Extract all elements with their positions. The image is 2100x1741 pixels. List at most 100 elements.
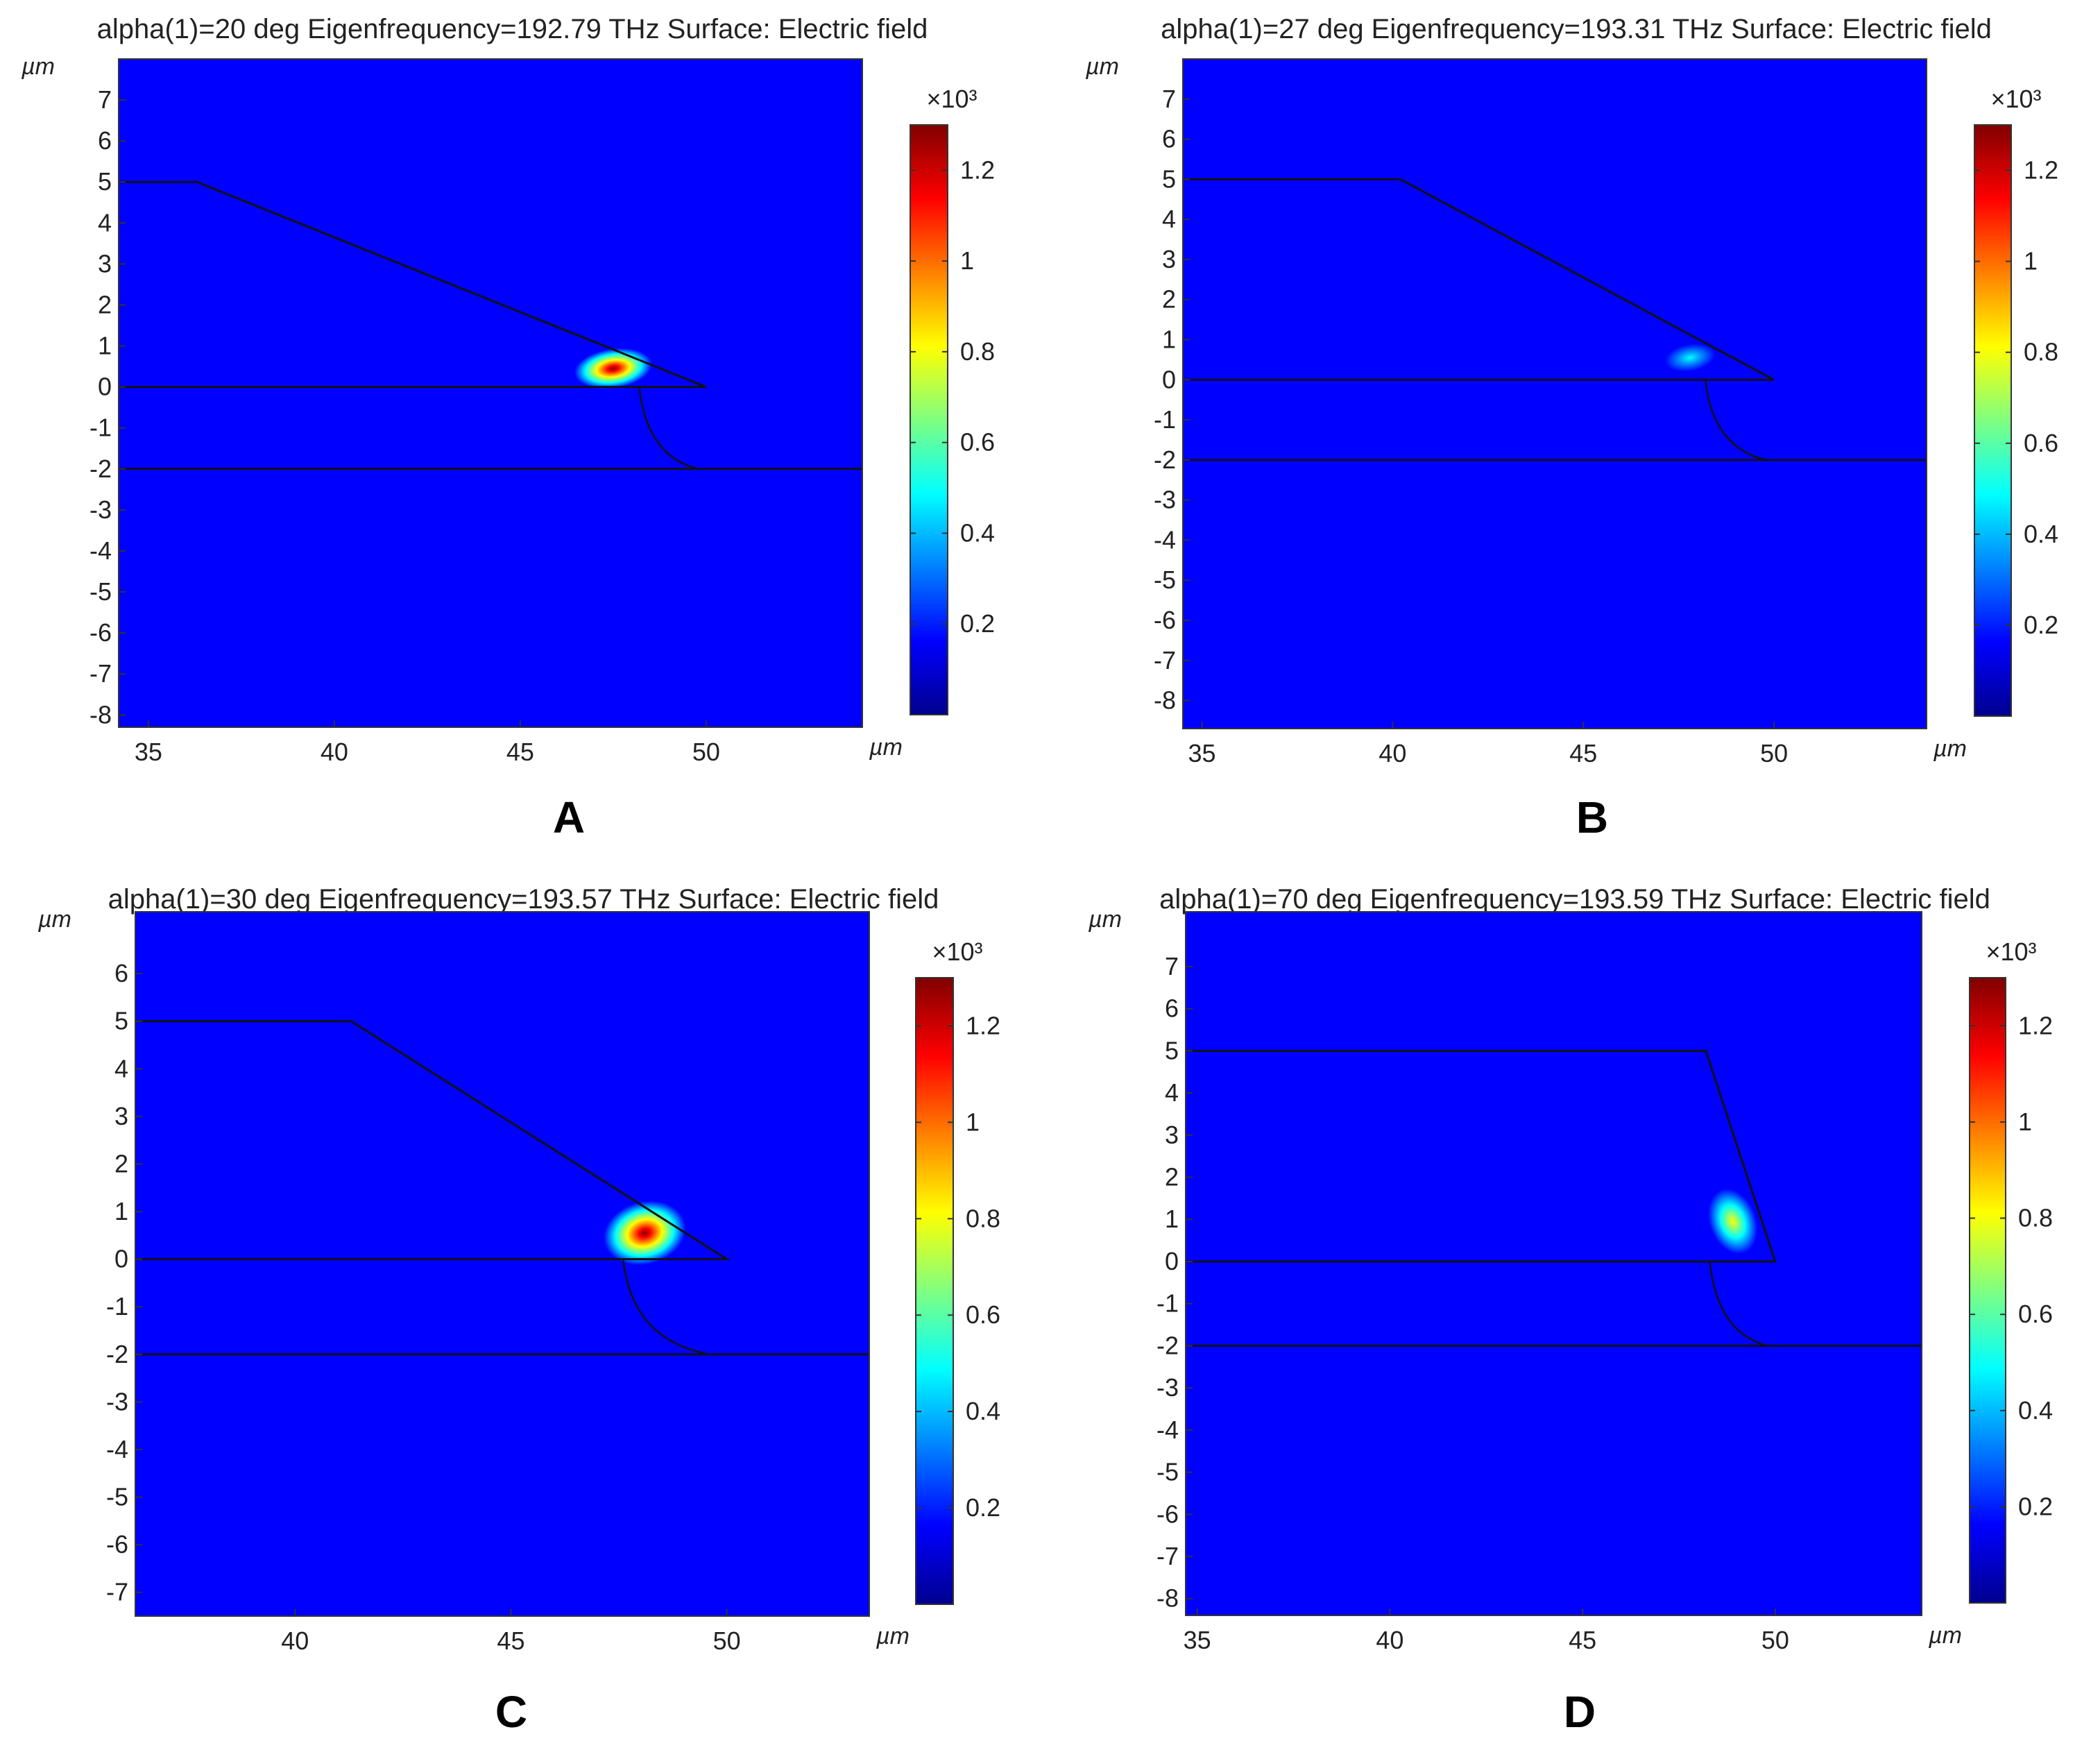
- colorbar-tick-label: 0.8: [960, 337, 995, 366]
- colorbar-tick-label: 0.2: [966, 1493, 1000, 1522]
- x-tick-label: 35: [135, 738, 162, 766]
- panel-d: alpha(1)=70 deg Eigenfrequency=193.59 TH…: [1050, 870, 2099, 1740]
- colorbar-tick-label: 0.2: [2018, 1492, 2053, 1520]
- y-tick-label: -8: [1156, 1584, 1179, 1613]
- colorbar-tick-label: 1: [966, 1107, 980, 1136]
- colorbar-multiplier: ×10³: [926, 85, 977, 113]
- y-tick-label: -3: [1154, 486, 1176, 514]
- panel-d-svg: alpha(1)=70 deg Eigenfrequency=193.59 TH…: [1088, 884, 2053, 1737]
- colorbar-tick-label: 0.6: [960, 428, 995, 457]
- y-axis-label: µm: [1085, 53, 1119, 80]
- y-tick-label: -3: [1156, 1373, 1179, 1402]
- y-tick-label: 3: [114, 1102, 128, 1130]
- y-axis-label: µm: [37, 906, 71, 933]
- y-tick-label: 0: [1162, 365, 1176, 393]
- waveguide-outline: [1186, 1049, 1777, 1263]
- panel-title: alpha(1)=30 deg Eigenfrequency=193.57 TH…: [108, 884, 939, 915]
- plot-area: [135, 912, 869, 1616]
- y-tick-label: -2: [106, 1340, 128, 1368]
- y-axis-label: µm: [21, 53, 55, 80]
- colorbar-tick-label: 0.6: [2018, 1300, 2053, 1328]
- x-tick-label: 50: [713, 1627, 741, 1655]
- y-tick-label: 7: [98, 85, 112, 114]
- waveguide-outline: [1183, 178, 1775, 381]
- y-tick-label: -4: [1154, 525, 1176, 554]
- y-tick-label: 2: [98, 290, 112, 319]
- x-axis-label: µm: [1933, 736, 1967, 762]
- y-tick-label: 1: [1162, 325, 1176, 353]
- y-tick-label: -3: [106, 1387, 128, 1416]
- y-tick-label: -3: [89, 495, 112, 524]
- x-tick-label: 40: [281, 1627, 309, 1655]
- x-axis-label: µm: [869, 734, 903, 761]
- panel-label: D: [1564, 1687, 1596, 1737]
- y-tick-label: 4: [98, 208, 112, 237]
- colorbar: [910, 124, 948, 715]
- y-tick-label: 5: [114, 1007, 128, 1035]
- field-hotspot: [1652, 337, 1728, 379]
- colorbar-tick-label: 0.6: [2024, 429, 2058, 457]
- plot-area: [119, 59, 862, 727]
- y-tick-label: 6: [98, 126, 112, 155]
- y-tick-label: 1: [98, 332, 112, 360]
- y-tick-label: 2: [114, 1149, 128, 1178]
- panel-c: alpha(1)=30 deg Eigenfrequency=193.57 TH…: [0, 870, 1050, 1740]
- colorbar-tick-label: 0.8: [966, 1204, 1000, 1232]
- colorbar-multiplier: ×10³: [1990, 85, 2041, 113]
- undercut-arc: [622, 1259, 710, 1356]
- y-tick-label: 3: [98, 249, 112, 278]
- field-hotspot: [597, 1196, 692, 1270]
- panel-b-svg: alpha(1)=27 deg Eigenfrequency=193.31 TH…: [1085, 14, 2058, 842]
- undercut-arc: [1709, 1261, 1768, 1347]
- y-tick-label: 1: [1165, 1205, 1179, 1233]
- field-hotspot: [1702, 1180, 1764, 1263]
- colorbar-tick-label: 0.4: [960, 518, 995, 547]
- colorbar-tick-label: 1.2: [2024, 156, 2058, 185]
- x-tick-label: 50: [1760, 739, 1788, 767]
- colorbar: [1974, 124, 2012, 717]
- panel-label: C: [495, 1687, 527, 1737]
- colorbar-tick-label: 1.2: [2018, 1011, 2053, 1039]
- y-tick-label: -7: [89, 659, 112, 688]
- x-tick-label: 45: [497, 1627, 524, 1655]
- panel-title: alpha(1)=27 deg Eigenfrequency=193.31 TH…: [1161, 14, 1992, 44]
- colorbar-tick-label: 0.2: [2024, 611, 2058, 639]
- y-tick-label: -7: [106, 1578, 128, 1606]
- x-axis-label: µm: [1928, 1622, 1962, 1649]
- colorbar-tick-label: 0.4: [2024, 520, 2058, 548]
- y-tick-label: -1: [1154, 405, 1176, 434]
- colorbar-tick-label: 0.4: [966, 1397, 1000, 1425]
- colorbar-multiplier: ×10³: [1986, 937, 2036, 966]
- panel-a: alpha(1)=20 deg Eigenfrequency=192.79 TH…: [0, 0, 1050, 870]
- y-tick-label: 5: [98, 167, 112, 196]
- x-tick-label: 35: [1188, 739, 1215, 767]
- y-tick-label: -5: [1154, 566, 1176, 594]
- colorbar-tick-label: 0.4: [2018, 1396, 2053, 1425]
- colorbar-tick-label: 0.2: [960, 609, 995, 638]
- y-tick-label: -5: [1156, 1458, 1179, 1486]
- x-tick-label: 35: [1184, 1626, 1211, 1654]
- x-tick-label: 50: [1761, 1626, 1789, 1654]
- panel-title: alpha(1)=70 deg Eigenfrequency=193.59 TH…: [1159, 884, 1990, 915]
- y-tick-label: 4: [1162, 205, 1176, 233]
- colorbar-tick-label: 0.8: [2024, 338, 2058, 366]
- x-tick-label: 40: [1378, 739, 1406, 767]
- y-tick-label: -5: [106, 1483, 128, 1511]
- colorbar-tick-label: 1.2: [966, 1011, 1000, 1039]
- y-tick-label: 7: [1165, 952, 1179, 980]
- x-axis-label: µm: [876, 1623, 910, 1649]
- undercut-arc: [1704, 380, 1767, 461]
- plot-frame: [135, 911, 870, 1617]
- plot-frame: [1182, 58, 1927, 729]
- y-tick-label: 0: [1165, 1247, 1179, 1275]
- plot-area: [1183, 59, 1927, 729]
- y-tick-label: -6: [89, 618, 112, 647]
- panel-label: B: [1576, 792, 1608, 842]
- y-tick-label: -5: [89, 577, 112, 606]
- y-tick-label: 5: [1165, 1036, 1179, 1064]
- x-tick-label: 50: [692, 738, 720, 766]
- y-tick-label: -4: [106, 1435, 128, 1463]
- colorbar: [1969, 977, 2006, 1604]
- y-tick-label: 0: [98, 373, 112, 401]
